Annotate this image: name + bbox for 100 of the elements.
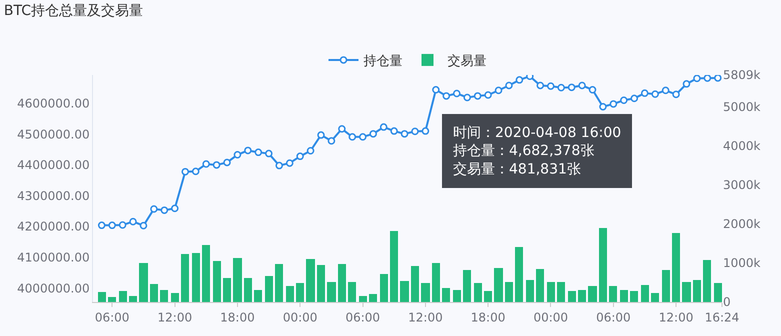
bar: [484, 291, 492, 302]
point: [150, 205, 158, 213]
bar: [609, 286, 617, 302]
bar: [233, 258, 242, 302]
point: [390, 127, 398, 135]
point: [328, 137, 336, 145]
point: [432, 86, 440, 94]
x-tick-label: 16:24: [704, 310, 740, 324]
point: [620, 96, 628, 104]
point: [704, 75, 712, 82]
bar: [265, 276, 273, 302]
legend-label: 持仓量: [364, 54, 402, 70]
bar: [192, 253, 200, 302]
point: [223, 158, 231, 166]
bar: [150, 284, 158, 302]
x-tick-label: 18:00: [470, 310, 506, 324]
y2-tick-label: 2000k: [723, 217, 761, 232]
point: [160, 206, 168, 214]
point: [286, 159, 294, 167]
point: [682, 80, 690, 88]
bar: [254, 290, 262, 302]
point: [171, 204, 179, 212]
point: [568, 84, 576, 92]
point: [651, 90, 659, 98]
y-tick-label: 4500000.00: [17, 127, 90, 142]
point: [296, 152, 304, 160]
point: [630, 94, 638, 102]
bar: [703, 260, 711, 302]
x-tick-label: 00:00: [282, 310, 318, 324]
point: [662, 86, 670, 94]
bar: [171, 293, 179, 302]
bar: [181, 254, 189, 302]
bar: [380, 274, 388, 302]
bar: [588, 286, 597, 302]
point: [422, 127, 430, 135]
bar: [327, 282, 336, 302]
point: [400, 130, 408, 138]
point: [536, 82, 544, 90]
point: [380, 123, 388, 131]
point: [359, 133, 367, 141]
point: [265, 150, 273, 158]
bar: [568, 291, 576, 302]
y-tick-label: 4100000.00: [17, 250, 90, 265]
bar: [432, 263, 440, 302]
chart-title: BTC持仓总量及交易量: [4, 2, 144, 19]
bar: [641, 285, 649, 302]
point: [557, 84, 565, 92]
point: [348, 133, 356, 141]
y-tick-label: 4600000.00: [17, 96, 90, 111]
point: [494, 86, 502, 94]
point: [463, 94, 471, 102]
bar: [202, 245, 210, 302]
bar: [223, 278, 231, 302]
bar: [494, 268, 503, 302]
bar: [338, 264, 346, 302]
point: [98, 222, 106, 230]
x-tick-label: 12:00: [158, 310, 192, 324]
bar: [463, 270, 471, 302]
bar: [421, 283, 430, 302]
bar: [411, 266, 419, 302]
bar: [505, 282, 513, 302]
annotation: 持仓量：4,682,378张: [453, 143, 594, 160]
y-tick-label: 4000000.00: [17, 281, 90, 296]
bar: [369, 294, 377, 302]
point: [588, 86, 596, 94]
point: [546, 82, 554, 90]
y2-tick-label: 5000k: [723, 100, 761, 114]
point: [442, 92, 450, 100]
bar: [108, 297, 116, 302]
bar: [630, 291, 638, 302]
point: [453, 90, 460, 98]
bar: [536, 269, 544, 302]
bar: [139, 263, 148, 302]
legend-label: 交易量: [448, 53, 486, 70]
y-tick-label: 4300000.00: [17, 188, 90, 203]
point: [610, 100, 618, 108]
point: [212, 161, 220, 169]
point: [516, 76, 524, 84]
point: [108, 222, 116, 230]
bar: [348, 282, 356, 302]
bar: [390, 231, 398, 302]
bar: [359, 296, 367, 302]
point: [672, 90, 680, 98]
bar: [682, 282, 691, 302]
bar: [317, 265, 325, 302]
bar: [160, 290, 168, 302]
bar: [693, 280, 701, 302]
bar: [296, 283, 304, 302]
y2-tick-label: 5809k: [723, 68, 761, 82]
bar: [244, 278, 252, 302]
bar: [620, 290, 628, 302]
x-tick-label: 06:00: [345, 310, 380, 324]
point: [484, 91, 492, 99]
point: [578, 82, 586, 90]
bar: [129, 296, 137, 302]
bar: [547, 282, 555, 302]
bar: [662, 270, 670, 302]
point: [118, 221, 126, 229]
bar: [578, 290, 586, 302]
bar: [515, 247, 523, 302]
